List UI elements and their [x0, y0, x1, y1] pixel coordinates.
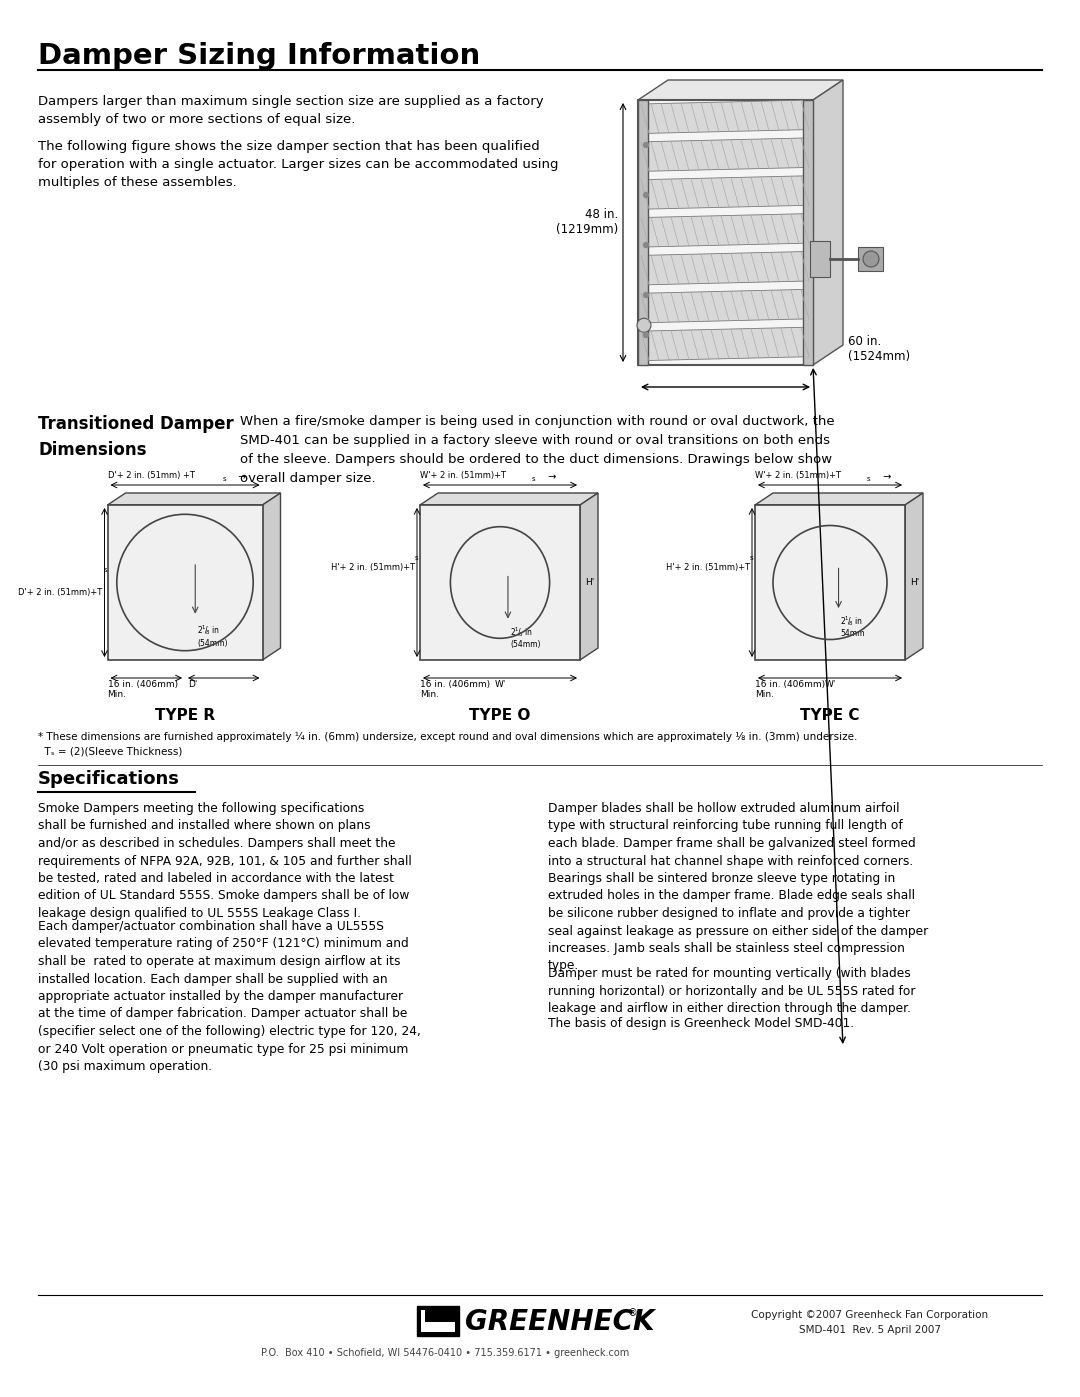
Text: 60 in.
(1524mm): 60 in. (1524mm) [848, 335, 910, 363]
Text: 16 in. (406mm)
Min.: 16 in. (406mm) Min. [755, 680, 825, 700]
Polygon shape [642, 327, 810, 360]
Text: The following figure shows the size damper section that has been qualified
for o: The following figure shows the size damp… [38, 140, 558, 189]
Text: * These dimensions are furnished approximately ¼ in. (6mm) undersize, except rou: * These dimensions are furnished approxi… [38, 732, 858, 742]
Text: D': D' [188, 680, 198, 689]
Text: →: → [542, 472, 556, 482]
Polygon shape [262, 493, 281, 659]
Bar [421, 1310, 437, 1331]
Text: s: s [750, 555, 754, 560]
Polygon shape [420, 493, 598, 504]
Circle shape [863, 251, 879, 267]
Polygon shape [813, 80, 843, 365]
Polygon shape [642, 101, 810, 134]
Text: H'+ 2 in. (51mm)+T: H'+ 2 in. (51mm)+T [330, 563, 415, 571]
Text: W': W' [824, 680, 836, 689]
Text: s: s [532, 476, 536, 482]
Polygon shape [642, 214, 810, 247]
Polygon shape [580, 493, 598, 659]
Text: H': H' [910, 578, 919, 587]
Text: Damper must be rated for mounting vertically (with blades
running horizontal) or: Damper must be rated for mounting vertic… [548, 967, 916, 1016]
Bar [804, 101, 813, 365]
Circle shape [644, 193, 648, 197]
Polygon shape [420, 504, 580, 659]
Text: Dampers larger than maximum single section size are supplied as a factory
assemb: Dampers larger than maximum single secti… [38, 95, 543, 126]
Text: $2^1\!/\!_8$ in
54mm: $2^1\!/\!_8$ in 54mm [840, 613, 865, 638]
Text: When a fire/smoke damper is being used in conjunction with round or oval ductwor: When a fire/smoke damper is being used i… [240, 415, 835, 485]
Bar [417, 1306, 459, 1336]
Polygon shape [638, 80, 843, 101]
Text: W'+ 2 in. (51mm)+T: W'+ 2 in. (51mm)+T [420, 471, 507, 481]
Text: 16 in. (406mm)
Min.: 16 in. (406mm) Min. [108, 680, 177, 700]
Polygon shape [108, 504, 262, 659]
Text: Transitioned Damper
Dimensions: Transitioned Damper Dimensions [38, 415, 233, 460]
Text: W': W' [495, 680, 505, 689]
Text: $2^1\!/\!_8$ in
(54mm): $2^1\!/\!_8$ in (54mm) [198, 623, 228, 648]
Polygon shape [905, 493, 923, 659]
Bar [638, 101, 648, 365]
Text: Tₛ = (2)(Sleeve Thickness): Tₛ = (2)(Sleeve Thickness) [38, 746, 183, 756]
Polygon shape [642, 176, 810, 210]
Text: TYPE C: TYPE C [800, 708, 860, 724]
Polygon shape [755, 493, 923, 504]
Text: H': H' [585, 578, 594, 587]
Polygon shape [642, 251, 810, 285]
Text: Damper blades shall be hollow extruded aluminum airfoil
type with structural rei: Damper blades shall be hollow extruded a… [548, 802, 928, 972]
Polygon shape [108, 493, 281, 504]
Text: →: → [877, 472, 891, 482]
Bar [421, 1322, 455, 1331]
Polygon shape [755, 504, 905, 659]
Bar [858, 247, 883, 271]
Text: H'+ 2 in. (51mm)+T: H'+ 2 in. (51mm)+T [666, 563, 750, 571]
Circle shape [644, 243, 648, 247]
Text: TYPE O: TYPE O [470, 708, 530, 724]
Polygon shape [642, 138, 810, 172]
Text: →: → [232, 472, 247, 482]
Bar [810, 242, 831, 277]
Circle shape [644, 142, 648, 148]
Text: D'+ 2 in. (51mm)+T: D'+ 2 in. (51mm)+T [18, 588, 103, 597]
Text: Each damper/actuator combination shall have a UL555S
elevated temperature rating: Each damper/actuator combination shall h… [38, 921, 421, 1073]
Circle shape [644, 332, 648, 338]
Circle shape [644, 292, 648, 298]
Polygon shape [642, 289, 810, 323]
Text: s: s [222, 476, 226, 482]
Text: s: s [104, 567, 107, 574]
Text: Smoke Dampers meeting the following specifications
shall be furnished and instal: Smoke Dampers meeting the following spec… [38, 802, 411, 921]
Text: D'+ 2 in. (51mm) +T: D'+ 2 in. (51mm) +T [108, 471, 194, 481]
Text: s: s [415, 555, 419, 560]
Text: Copyright ©2007 Greenheck Fan Corporation
SMD-401  Rev. 5 April 2007: Copyright ©2007 Greenheck Fan Corporatio… [752, 1310, 988, 1334]
Text: P.O.  Box 410 • Schofield, WI 54476-0410 • 715.359.6171 • greenheck.com: P.O. Box 410 • Schofield, WI 54476-0410 … [261, 1348, 630, 1358]
Text: ®: ® [627, 1308, 638, 1317]
Text: TYPE R: TYPE R [154, 708, 215, 724]
Text: Damper Sizing Information: Damper Sizing Information [38, 42, 481, 70]
Text: GREENHECK: GREENHECK [465, 1308, 654, 1336]
Text: W'+ 2 in. (51mm)+T: W'+ 2 in. (51mm)+T [755, 471, 841, 481]
Bar [426, 1310, 441, 1322]
Polygon shape [638, 101, 813, 365]
Text: 16 in. (406mm)
Min.: 16 in. (406mm) Min. [420, 680, 490, 700]
Text: s: s [867, 476, 870, 482]
Circle shape [637, 319, 651, 332]
Text: 48 in.
(1219mm): 48 in. (1219mm) [556, 208, 618, 236]
Text: Specifications: Specifications [38, 770, 180, 788]
Text: The basis of design is Greenheck Model SMD-401.: The basis of design is Greenheck Model S… [548, 1017, 854, 1030]
Text: $2^1\!/\!_8$ in
(54mm): $2^1\!/\!_8$ in (54mm) [510, 624, 540, 650]
